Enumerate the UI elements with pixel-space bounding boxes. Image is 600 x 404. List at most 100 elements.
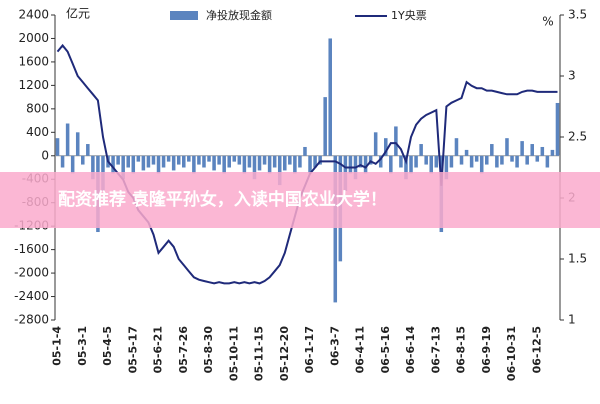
bar [156,155,161,174]
bar [479,155,484,174]
y-tick-label: 1600 [18,54,49,68]
x-tick-label: 06-9-19 [480,326,493,373]
bar [520,141,524,156]
x-tick-label: 06-8-15 [455,326,468,373]
bar [212,155,216,171]
bar [373,132,378,156]
y-tick-label: 0 [41,148,49,162]
x-tick-label: 05-5-17 [126,326,139,373]
bar [389,155,393,174]
bar [86,144,90,156]
x-tick-label: 06-3-7 [328,326,341,366]
x-tick-label: 06-12-5 [530,326,543,373]
bar [65,123,70,156]
x-tick-label: 05-1-4 [51,326,64,366]
bar [545,155,550,168]
legend-label: 净投放现金额 [206,8,272,22]
bar [126,155,130,168]
bar [91,155,95,180]
y2-tick-label: 3.5 [568,8,587,22]
bar [358,155,363,168]
x-tick-label: 05-12-20 [278,326,291,381]
bar [363,155,368,174]
bar [267,155,272,174]
bar [469,155,474,168]
bar [459,155,464,165]
bar [464,149,469,156]
bar [217,155,221,165]
bar [70,155,75,174]
bar [419,144,423,156]
bar [227,155,231,168]
bar [272,155,277,168]
bar [323,97,327,156]
bar [510,155,514,162]
bar [333,155,338,303]
y-tick-label: -2400 [14,289,49,303]
x-tick-label: 06-10-31 [505,326,518,381]
y2-tick-label: 3 [568,69,576,83]
bar [394,126,398,156]
bar [444,155,449,180]
x-tick-label: 06-7-13 [429,326,442,373]
bar [151,155,156,165]
bar [192,155,196,174]
x-tick-label: 05-7-26 [177,326,190,374]
bar [141,155,146,171]
bar [277,155,282,186]
bar [171,155,176,171]
y2-unit: % [542,15,553,29]
x-tick-label: 06-6-14 [404,326,417,374]
bar [378,155,383,168]
bar [81,155,85,165]
bar [166,155,171,162]
bar [368,155,373,165]
bar [328,38,332,156]
bar [283,155,287,171]
bar [550,149,555,156]
bar [136,155,141,162]
bar [540,146,545,156]
bar [75,132,80,156]
bar [485,155,489,165]
y-tick-label: -2000 [14,266,49,280]
x-tick-label: 06-1-17 [303,326,316,373]
x-tick-label: 05-3-1 [76,326,89,366]
x-tick-label: 05-10-11 [227,326,240,381]
bar [308,155,312,174]
bar [449,155,454,168]
y-unit: 亿元 [66,6,90,21]
bar [111,155,115,174]
bar [293,155,297,174]
bar [161,155,166,168]
bar [318,155,322,165]
banner-text: 配资推荐 袁隆平孙女，入读中国农业大学！ [58,189,387,210]
bar [252,155,257,180]
bar [404,155,408,180]
bar [409,155,413,174]
bar [197,155,201,165]
bar [146,155,151,168]
x-tick-label: 05-4-5 [101,326,114,366]
banner [0,172,600,228]
x-tick-label: 05-11-15 [253,326,266,381]
bar [182,155,186,168]
y-tick-label: -2800 [14,313,49,327]
bar [237,155,242,165]
bar [247,155,252,168]
y-tick-label: 1200 [18,78,49,92]
bar [348,155,353,174]
bar [55,138,60,156]
bar [257,155,262,171]
bar [429,155,433,174]
bar [399,155,403,168]
bar [490,144,494,156]
bar [474,155,479,162]
bar [303,146,307,156]
bar [555,102,560,156]
bar [262,155,267,165]
bar [176,155,181,165]
bar [535,155,540,162]
y-tick-label: 2400 [18,8,49,22]
